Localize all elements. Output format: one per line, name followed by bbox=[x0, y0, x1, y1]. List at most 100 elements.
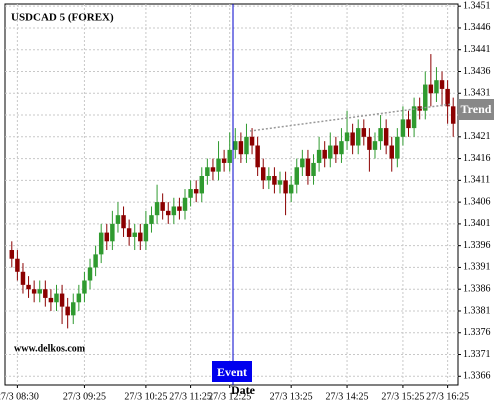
candle-body bbox=[361, 128, 367, 137]
y-tick-label: 1.3366 bbox=[463, 371, 491, 382]
x-axis-label: Date bbox=[231, 383, 256, 397]
candle-body bbox=[428, 84, 434, 94]
x-tick-label: 27/3 11:25 bbox=[169, 391, 212, 400]
trend-label: Trend bbox=[461, 102, 492, 116]
candle-body bbox=[227, 149, 232, 163]
x-tick-label: 27/3 14:25 bbox=[326, 391, 369, 400]
candle-body bbox=[378, 128, 383, 142]
trend-line bbox=[249, 103, 453, 132]
x-tick-label: 27/3 10:25 bbox=[124, 391, 167, 400]
candle-body bbox=[300, 158, 305, 168]
y-tick-label: 1.3401 bbox=[463, 218, 491, 229]
candle-body bbox=[87, 267, 93, 281]
watermark: www.delkos.com bbox=[14, 343, 86, 354]
candle-body bbox=[389, 145, 394, 159]
candle-body bbox=[98, 232, 104, 255]
candle-body bbox=[233, 141, 238, 150]
candle-body bbox=[93, 254, 98, 268]
candle-body bbox=[322, 149, 327, 159]
candle-body bbox=[160, 202, 165, 211]
candle-body bbox=[26, 284, 31, 290]
x-tick-label: 27/3 12:25 bbox=[208, 391, 251, 400]
candle-body bbox=[126, 228, 132, 237]
candle-body bbox=[272, 175, 277, 185]
candle-body bbox=[71, 302, 76, 316]
candle-body bbox=[294, 167, 299, 185]
candle-body bbox=[143, 223, 149, 242]
y-tick-label: 1.3411 bbox=[463, 175, 490, 186]
trend-box bbox=[458, 99, 494, 120]
y-tick-label: 1.3451 bbox=[463, 0, 491, 11]
candle-body bbox=[210, 167, 216, 172]
candle-body bbox=[372, 141, 378, 150]
candle-body bbox=[154, 202, 160, 216]
candle-body bbox=[104, 232, 110, 242]
candle-body bbox=[266, 175, 272, 181]
y-tick-label: 1.3371 bbox=[463, 349, 491, 360]
event-box bbox=[212, 361, 252, 382]
candle-body bbox=[59, 293, 65, 307]
candle-body bbox=[400, 119, 406, 137]
y-tick-label: 1.3406 bbox=[463, 196, 491, 207]
y-tick-label: 1.3416 bbox=[463, 153, 491, 164]
candle-body bbox=[216, 158, 221, 172]
candle-body bbox=[121, 215, 126, 229]
chart-title: USDCAD 5 (FOREX) bbox=[11, 12, 114, 24]
candle-body bbox=[15, 258, 20, 272]
candle-body bbox=[177, 206, 182, 211]
candle-body bbox=[65, 306, 70, 316]
candle-body bbox=[37, 289, 42, 294]
candle-body bbox=[367, 136, 372, 150]
x-tick-label: 27/3 16:25 bbox=[426, 391, 469, 400]
y-tick-label: 1.3446 bbox=[463, 22, 491, 33]
candle-body bbox=[344, 132, 350, 142]
y-tick-label: 1.3421 bbox=[463, 131, 491, 142]
candle-body bbox=[316, 149, 322, 163]
candle-body bbox=[221, 158, 227, 163]
candle-body bbox=[138, 232, 143, 242]
candle-body bbox=[238, 141, 244, 155]
candle-body bbox=[9, 250, 15, 259]
candle-body bbox=[411, 106, 417, 129]
y-tick-label: 1.3376 bbox=[463, 327, 491, 338]
candle-body bbox=[383, 128, 389, 146]
candle-body bbox=[43, 289, 48, 298]
candle-body bbox=[417, 106, 422, 111]
candle-body bbox=[193, 189, 199, 194]
candle-body bbox=[149, 215, 154, 224]
candle-body bbox=[333, 145, 339, 155]
candle-body bbox=[305, 158, 311, 176]
candle-body bbox=[132, 232, 137, 237]
candle-body bbox=[288, 184, 294, 194]
y-tick-label: 1.3381 bbox=[463, 305, 491, 316]
y-tick-label: 1.3396 bbox=[463, 240, 491, 251]
candle-body bbox=[260, 167, 266, 181]
candle-body bbox=[31, 289, 37, 294]
candle-body bbox=[277, 180, 283, 185]
x-tick-label: 27/3 09:25 bbox=[63, 391, 106, 400]
plot-frame bbox=[4, 3, 459, 386]
candle-body bbox=[339, 141, 344, 155]
y-tick-label: 1.3431 bbox=[463, 88, 491, 99]
candle-body bbox=[82, 280, 87, 294]
candle-body bbox=[249, 136, 255, 146]
candle-body bbox=[423, 84, 428, 111]
x-tick-label: 27/3 13:25 bbox=[270, 391, 313, 400]
candle-body bbox=[171, 206, 177, 216]
candle-body bbox=[20, 271, 26, 285]
candle-body bbox=[328, 145, 333, 159]
y-tick-label: 1.3441 bbox=[463, 44, 491, 55]
candle-body bbox=[48, 297, 54, 303]
event-label: Event bbox=[217, 365, 247, 379]
candle-body bbox=[445, 88, 450, 107]
candle-body bbox=[54, 293, 59, 303]
candle-body bbox=[434, 80, 439, 94]
candle-body bbox=[255, 145, 260, 168]
candle-body bbox=[166, 210, 171, 216]
candle-body bbox=[406, 119, 411, 129]
candle-body bbox=[283, 180, 288, 194]
candle-body bbox=[350, 132, 355, 146]
candle-body bbox=[115, 215, 121, 224]
